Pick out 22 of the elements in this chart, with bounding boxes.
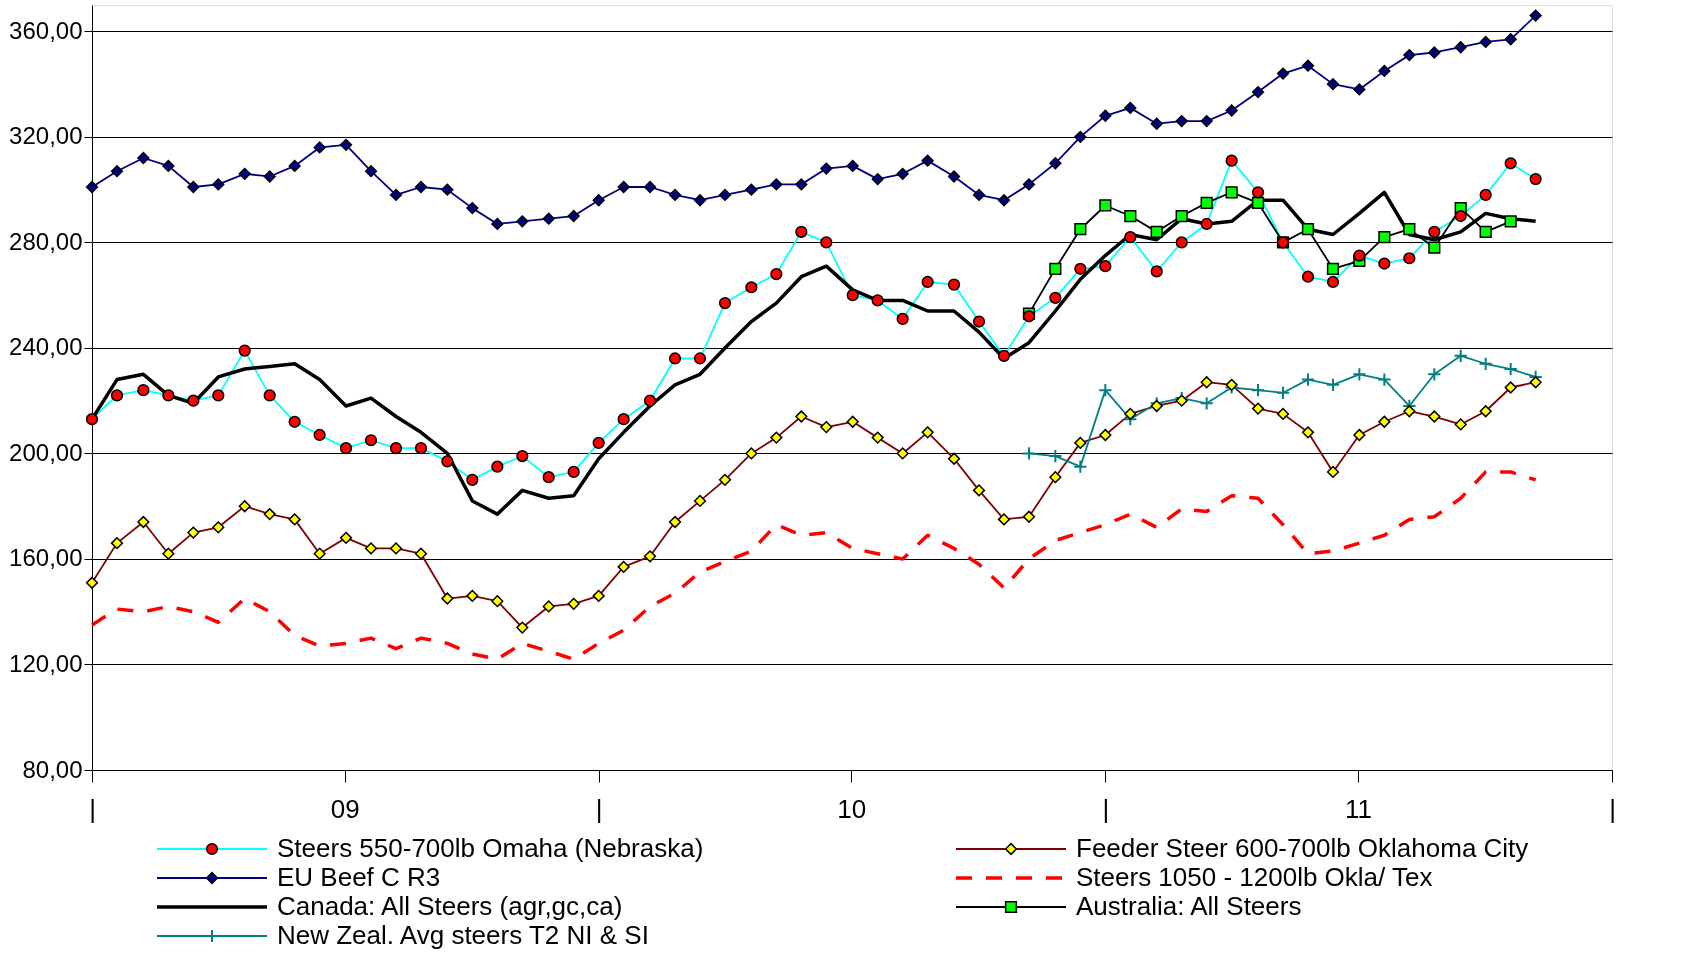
x-tick-label: 11 [1344,793,1372,824]
y-tick-label: 240,00 [9,333,83,361]
x-tick-label: | [1609,793,1616,824]
y-tick-label: 160,00 [9,544,83,572]
x-tick-label: | [89,793,96,824]
legend-label: Steers 550-700lb Omaha (Nebraska) [277,833,704,863]
y-tick-label: 360,00 [9,16,83,44]
legend-label: New Zeal. Avg steers T2 NI & SI [277,920,649,950]
x-tick-label: 09 [330,793,360,824]
x-tick-label: | [595,793,603,824]
y-tick-label: 280,00 [9,227,83,255]
x-tick-label: 10 [837,793,867,824]
y-tick-label: 320,00 [9,122,83,150]
x-tick-label: | [1102,793,1110,824]
legend-label: Australia: All Steers [1076,891,1302,921]
legend-label: Feeder Steer 600-700lb Oklahoma City [1076,833,1529,863]
legend-label: Canada: All Steers (agr,gc,ca) [277,891,623,921]
y-tick-label: 120,00 [9,649,83,677]
y-tick-label: 80,00 [22,755,83,783]
legend-label: EU Beef C R3 [277,862,441,892]
y-tick-label: 200,00 [9,438,83,466]
legend-label: Steers 1050 - 1200lb Okla/ Tex [1076,862,1433,892]
